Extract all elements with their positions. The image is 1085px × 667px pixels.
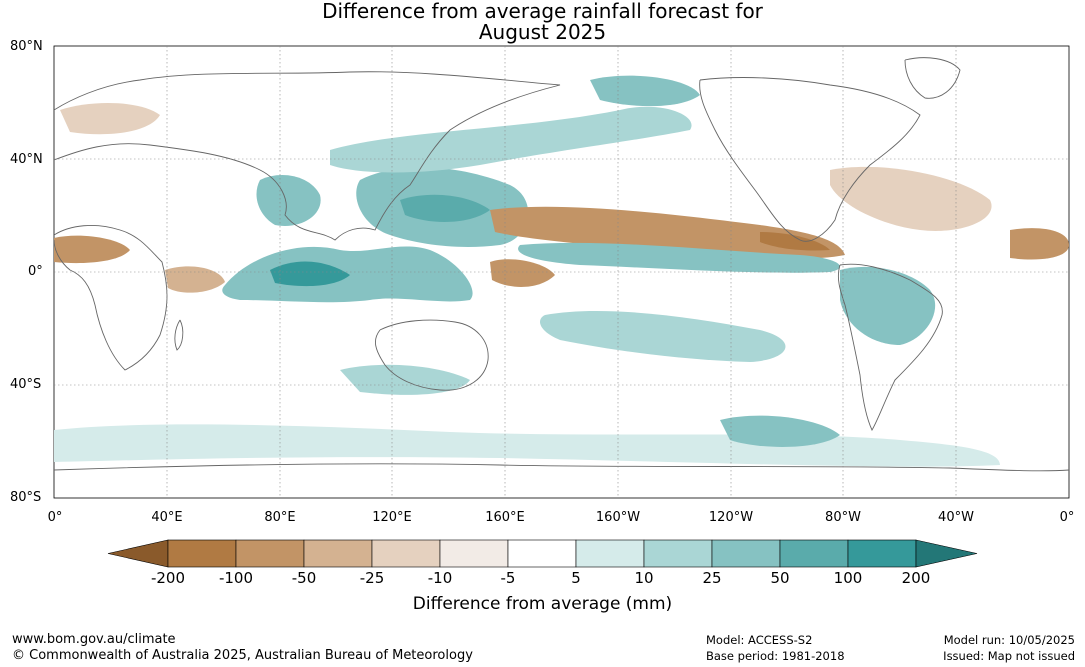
colorbar-segment <box>167 539 237 568</box>
footer-model-run: Model run: 10/05/2025 <box>943 633 1075 647</box>
wet-region-south-of-australia <box>340 364 470 395</box>
dry-region-dateline <box>490 259 555 287</box>
coastline-africa <box>54 225 168 371</box>
colorbar-tick-label: 5 <box>571 569 581 587</box>
footer-url: www.bom.gov.au/climate <box>12 632 176 647</box>
wet-region-south-america <box>840 266 936 345</box>
coastline-north-america <box>699 77 921 242</box>
lat-label-0: 0° <box>28 264 43 279</box>
coastline-eurasia <box>54 71 561 241</box>
colorbar-tick-label: -25 <box>359 569 385 587</box>
lon-label-0-west: 0° <box>47 510 63 525</box>
lat-label-80s: 80°S <box>10 490 42 505</box>
colorbar-tick-label: 10 <box>634 569 654 587</box>
colorbar-label: Difference from average (mm) <box>412 594 673 614</box>
colorbar-segment <box>711 539 781 568</box>
colorbar-tick-label: -100 <box>218 569 254 587</box>
footer-base-period: Base period: 1981-2018 <box>706 649 845 663</box>
dry-region-west-africa <box>54 235 130 264</box>
lon-label-160w: 160°W <box>595 510 641 525</box>
colorbar-segment <box>575 539 645 568</box>
colorbar-segment <box>303 539 373 568</box>
colorbar-segment <box>779 539 849 568</box>
footer-issued: Issued: Map not issued <box>943 649 1075 663</box>
wet-core-indian-ocean <box>270 261 350 287</box>
lon-label-0-east: 0° <box>1059 510 1075 525</box>
colorbar-segment <box>371 539 441 568</box>
lon-label-120e: 120°E <box>372 510 412 525</box>
wet-region-arctic-pacific <box>590 75 700 107</box>
coastlines <box>54 57 1069 472</box>
lon-label-120w: 120°W <box>708 510 754 525</box>
coastline-australia <box>374 319 489 391</box>
colorbar <box>107 539 978 568</box>
map-title-line-1: Difference from average rainfall forecas… <box>322 0 763 23</box>
colorbar-tick-label: 25 <box>702 569 722 587</box>
colorbar-tick-label: 200 <box>901 569 931 587</box>
colorbar-tick-label: -5 <box>500 569 516 587</box>
wet-region-south-pacific <box>540 310 786 362</box>
lon-label-40e: 40°E <box>151 510 183 525</box>
colorbar-tick-label: 50 <box>770 569 790 587</box>
footer-copyright: © Commonwealth of Australia 2025, Austra… <box>12 648 473 663</box>
dry-region-europe <box>60 103 160 135</box>
colorbar-tick-label: -200 <box>150 569 186 587</box>
wet-region-bay-of-bengal <box>256 175 321 226</box>
coastline-south-america <box>837 263 943 431</box>
colorbar-tick-label: -50 <box>291 569 317 587</box>
footer-model: Model: ACCESS-S2 <box>706 633 813 647</box>
map-title-line-2: August 2025 <box>478 20 607 44</box>
wet-region-north-pacific <box>330 106 692 173</box>
colorbar-segment <box>507 539 577 568</box>
lat-label-40n: 40°N <box>10 152 43 167</box>
colorbar-extend-low <box>107 539 169 568</box>
colorbar-tick-label: -10 <box>427 569 453 587</box>
lon-label-40w: 40°W <box>938 510 974 525</box>
dry-region-south-indian <box>165 266 225 293</box>
colorbar-segment <box>643 539 713 568</box>
lon-label-160e: 160°E <box>485 510 525 525</box>
lon-label-80e: 80°E <box>264 510 296 525</box>
dry-region-north-atlantic <box>830 166 992 231</box>
graticule <box>54 46 1069 498</box>
dry-core-tropical-pacific <box>760 232 830 251</box>
colorbar-segment <box>235 539 305 568</box>
dry-region-tropical-atlantic <box>1010 228 1069 260</box>
lat-label-80n: 80°N <box>10 39 43 54</box>
anomaly-shading <box>54 75 1069 467</box>
colorbar-extend-high <box>915 539 978 568</box>
wet-core-nw-pacific <box>400 194 490 222</box>
coastline-madagascar <box>174 319 184 351</box>
lat-label-40s: 40°S <box>10 377 42 392</box>
colorbar-segment <box>847 539 917 568</box>
coastline-antarctica <box>54 463 1069 472</box>
colorbar-tick-label: 100 <box>833 569 863 587</box>
coastline-greenland <box>904 57 961 99</box>
wet-patch-southern-pacific <box>720 415 840 447</box>
wet-band-equatorial-pacific <box>518 242 840 273</box>
lon-label-80w: 80°W <box>825 510 861 525</box>
colorbar-segment <box>439 539 509 568</box>
dry-band-tropical-pacific <box>490 206 845 259</box>
